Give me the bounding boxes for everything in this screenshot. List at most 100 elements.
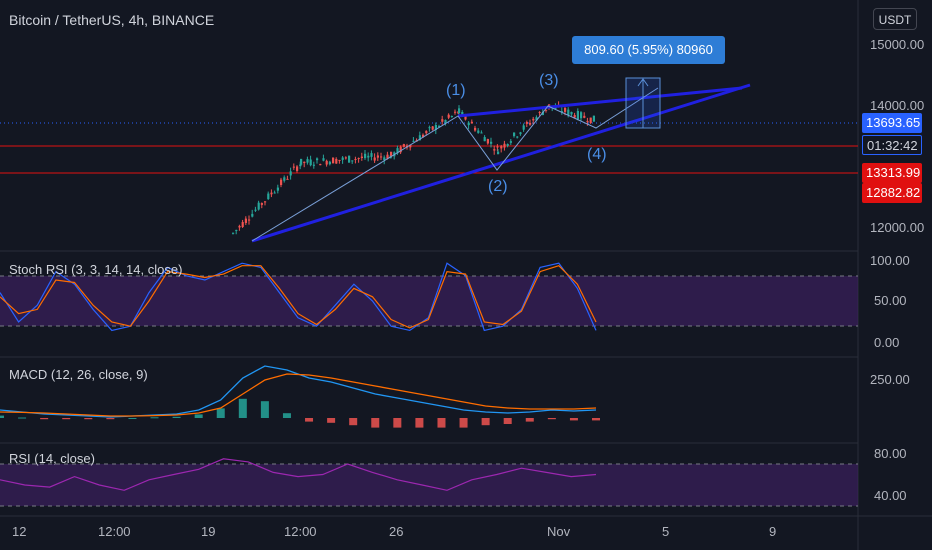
- candle-body[interactable]: [254, 209, 257, 211]
- wave-label-2[interactable]: (2): [488, 178, 508, 195]
- candle-body[interactable]: [458, 108, 461, 113]
- candle-body[interactable]: [332, 157, 335, 164]
- candle-body[interactable]: [474, 127, 477, 131]
- macd-histogram-bar[interactable]: [128, 418, 137, 419]
- candle-body[interactable]: [273, 192, 276, 194]
- macd-histogram-bar[interactable]: [106, 418, 115, 420]
- candle-body[interactable]: [454, 111, 457, 113]
- candle-body[interactable]: [470, 121, 473, 124]
- macd-histogram-bar[interactable]: [503, 418, 512, 424]
- candle-body[interactable]: [386, 154, 389, 159]
- macd-histogram-bar[interactable]: [150, 417, 159, 419]
- candle-body[interactable]: [292, 166, 295, 168]
- candle-body[interactable]: [241, 222, 244, 227]
- macd-histogram-bar[interactable]: [569, 418, 578, 421]
- candle-body[interactable]: [325, 160, 328, 165]
- candle-body[interactable]: [477, 130, 480, 133]
- candle-body[interactable]: [483, 137, 486, 142]
- candle-body[interactable]: [444, 119, 447, 123]
- candle-body[interactable]: [560, 111, 563, 113]
- macd-lines[interactable]: [0, 365, 600, 428]
- candle-body[interactable]: [306, 159, 309, 163]
- macd-histogram-bar[interactable]: [459, 418, 468, 428]
- candle-body[interactable]: [428, 127, 431, 129]
- candle-body[interactable]: [522, 125, 525, 130]
- candle-body[interactable]: [480, 132, 483, 134]
- macd-histogram-bar[interactable]: [481, 418, 490, 426]
- candle-body[interactable]: [525, 122, 528, 124]
- candle-body[interactable]: [493, 149, 496, 151]
- macd-histogram-bar[interactable]: [40, 418, 49, 420]
- chart-title[interactable]: Bitcoin / TetherUS, 4h, BINANCE: [9, 12, 215, 28]
- candle-body[interactable]: [270, 192, 273, 195]
- candle-body[interactable]: [396, 148, 399, 154]
- candle-body[interactable]: [351, 160, 354, 162]
- rsi-series-line[interactable]: [0, 458, 597, 491]
- trendlines[interactable]: [251, 83, 751, 243]
- candle-body[interactable]: [567, 109, 570, 115]
- stoch-rsi-k-line[interactable]: [0, 262, 597, 332]
- candle-body[interactable]: [283, 177, 286, 181]
- candle-body[interactable]: [431, 126, 434, 130]
- macd-histogram-bar[interactable]: [84, 418, 93, 420]
- candle-body[interactable]: [257, 202, 260, 210]
- candle-body[interactable]: [289, 171, 292, 176]
- rsi-line[interactable]: [0, 458, 597, 491]
- macd-histogram-bar[interactable]: [172, 416, 181, 418]
- wave-path[interactable]: [251, 87, 659, 242]
- trendline-lower[interactable]: [251, 83, 751, 243]
- wave-label-1[interactable]: (1): [446, 82, 466, 99]
- macd-histogram-bar[interactable]: [282, 413, 291, 418]
- candle-body[interactable]: [570, 111, 573, 115]
- candle-body[interactable]: [513, 132, 516, 137]
- candle-body[interactable]: [464, 114, 467, 120]
- macd-histogram-bar[interactable]: [547, 418, 556, 420]
- candle-body[interactable]: [583, 115, 586, 118]
- candle-body[interactable]: [412, 140, 415, 142]
- candle-body[interactable]: [497, 151, 500, 155]
- candle-body[interactable]: [376, 155, 379, 158]
- candle-body[interactable]: [244, 218, 247, 223]
- candle-body[interactable]: [434, 124, 437, 130]
- candlestick-series[interactable]: [232, 101, 595, 235]
- candle-body[interactable]: [354, 159, 357, 161]
- candle-body[interactable]: [338, 159, 341, 161]
- stoch-rsi-lines[interactable]: [0, 262, 597, 332]
- candle-body[interactable]: [341, 157, 344, 160]
- candle-body[interactable]: [516, 136, 519, 138]
- candle-body[interactable]: [373, 157, 376, 161]
- candle-body[interactable]: [286, 178, 289, 180]
- currency-button[interactable]: USDT: [873, 8, 917, 30]
- macd-histogram-bar[interactable]: [525, 418, 534, 422]
- macd-histogram-bar[interactable]: [437, 418, 446, 428]
- candle-body[interactable]: [370, 153, 373, 157]
- macd-histogram-bar[interactable]: [18, 417, 27, 419]
- candle-body[interactable]: [589, 117, 592, 124]
- candle-body[interactable]: [519, 132, 522, 135]
- candle-body[interactable]: [438, 126, 441, 128]
- candle-body[interactable]: [467, 122, 470, 126]
- macd-histogram-bar[interactable]: [62, 418, 71, 420]
- candle-body[interactable]: [461, 111, 464, 116]
- macd-histogram-bar[interactable]: [305, 418, 314, 422]
- candle-body[interactable]: [486, 139, 489, 144]
- macd-histogram-bar[interactable]: [260, 401, 269, 418]
- candle-body[interactable]: [267, 193, 270, 200]
- candle-body[interactable]: [447, 114, 450, 118]
- candle-body[interactable]: [319, 164, 322, 166]
- candle-body[interactable]: [300, 158, 303, 165]
- candle-body[interactable]: [402, 144, 405, 147]
- candle-body[interactable]: [235, 229, 238, 231]
- candle-body[interactable]: [399, 146, 402, 153]
- candle-body[interactable]: [503, 143, 506, 148]
- candle-body[interactable]: [264, 201, 267, 203]
- candle-body[interactable]: [535, 117, 538, 121]
- candle-body[interactable]: [586, 121, 589, 123]
- macd-histogram-bar[interactable]: [371, 418, 380, 428]
- macd-histogram-bar[interactable]: [415, 418, 424, 428]
- candle-body[interactable]: [506, 143, 509, 146]
- macd-signal-line[interactable]: [0, 373, 597, 417]
- candle-body[interactable]: [541, 112, 544, 115]
- stoch-rsi-label[interactable]: Stoch RSI (3, 3, 14, 14, close): [9, 262, 183, 277]
